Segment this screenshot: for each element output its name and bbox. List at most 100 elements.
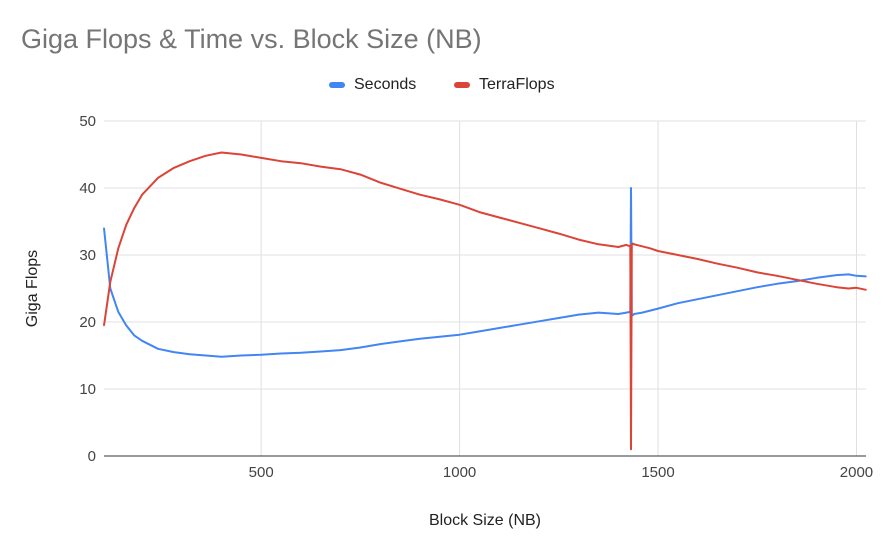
data-point-seconds bbox=[117, 311, 120, 313]
series-line-terraflops bbox=[103, 151, 867, 451]
data-point-seconds bbox=[133, 334, 135, 337]
y-tick-label: 40 bbox=[79, 180, 96, 197]
data-point-terraflops bbox=[133, 207, 135, 209]
data-point-terraflops bbox=[204, 155, 207, 157]
data-point-terraflops bbox=[816, 283, 818, 285]
data-point-terraflops bbox=[776, 275, 778, 277]
data-point-terraflops bbox=[419, 193, 421, 196]
legend-label-seconds: Seconds bbox=[354, 76, 417, 93]
y-tick-label: 10 bbox=[79, 381, 96, 398]
data-point-terraflops bbox=[629, 245, 632, 248]
x-axis-ticks: 500 1000 1500 2000 bbox=[249, 464, 874, 481]
data-point-seconds bbox=[458, 333, 461, 336]
data-point-seconds bbox=[478, 330, 481, 333]
data-point-terraflops bbox=[736, 266, 739, 269]
series-line-seconds bbox=[103, 187, 867, 358]
data-point-seconds bbox=[103, 227, 105, 229]
data-point-terraflops bbox=[641, 245, 643, 248]
data-point-seconds bbox=[173, 351, 175, 353]
data-point-seconds bbox=[498, 327, 501, 329]
data-point-seconds bbox=[835, 274, 838, 276]
data-point-seconds bbox=[260, 354, 263, 356]
data-point-terraflops bbox=[220, 151, 223, 154]
data-point-terraflops bbox=[498, 216, 501, 219]
data-point-terraflops bbox=[649, 247, 651, 250]
data-point-seconds bbox=[359, 346, 362, 349]
data-point-terraflops bbox=[458, 204, 461, 206]
data-point-seconds bbox=[865, 275, 867, 278]
data-point-terraflops bbox=[319, 165, 322, 168]
data-point-terraflops bbox=[657, 250, 659, 252]
data-point-seconds bbox=[847, 273, 850, 276]
data-point-terraflops bbox=[117, 247, 120, 250]
data-point-seconds bbox=[379, 343, 382, 345]
data-point-terraflops bbox=[339, 168, 342, 170]
data-point-seconds bbox=[577, 313, 580, 316]
data-point-seconds bbox=[240, 354, 243, 357]
data-point-seconds bbox=[439, 335, 441, 338]
data-point-terraflops bbox=[439, 198, 441, 201]
data-point-terraflops bbox=[478, 211, 481, 213]
data-point-terraflops bbox=[109, 281, 112, 283]
data-point-seconds bbox=[597, 311, 600, 314]
data-point-terraflops bbox=[300, 162, 302, 164]
data-point-seconds bbox=[157, 348, 159, 350]
data-point-terraflops bbox=[630, 448, 632, 451]
data-point-terraflops bbox=[633, 243, 635, 246]
y-tick-label: 50 bbox=[79, 113, 96, 130]
data-point-seconds bbox=[756, 286, 759, 289]
y-axis-title: Giga Flops bbox=[24, 250, 41, 327]
data-point-seconds bbox=[625, 311, 628, 314]
data-point-terraflops bbox=[696, 258, 699, 260]
legend-swatch-terraflops bbox=[454, 82, 470, 88]
data-point-seconds bbox=[518, 323, 520, 326]
data-point-seconds bbox=[617, 313, 620, 315]
data-point-seconds bbox=[280, 352, 282, 355]
data-point-terraflops bbox=[188, 160, 191, 162]
x-tick-label: 1000 bbox=[443, 464, 476, 481]
data-point-terraflops bbox=[835, 286, 838, 289]
data-point-seconds bbox=[419, 338, 421, 340]
data-point-terraflops bbox=[260, 157, 263, 159]
legend-label-terraflops: TerraFlops bbox=[479, 76, 555, 93]
legend-item-terraflops[interactable]: TerraFlops bbox=[454, 73, 555, 97]
data-point-terraflops bbox=[625, 244, 628, 246]
data-point-terraflops bbox=[359, 173, 362, 176]
data-point-terraflops bbox=[240, 153, 243, 156]
data-point-terraflops bbox=[538, 227, 540, 229]
data-point-seconds bbox=[204, 354, 207, 357]
legend-swatch-seconds bbox=[329, 82, 345, 88]
data-point-terraflops bbox=[677, 254, 679, 256]
data-point-terraflops bbox=[379, 181, 382, 184]
data-point-seconds bbox=[300, 352, 302, 354]
data-point-terraflops bbox=[756, 271, 759, 274]
data-point-seconds bbox=[736, 290, 739, 293]
y-tick-label: 30 bbox=[79, 247, 96, 264]
y-tick-label: 20 bbox=[79, 314, 96, 331]
data-point-terraflops bbox=[173, 167, 175, 169]
data-point-seconds bbox=[776, 283, 778, 285]
data-point-seconds bbox=[220, 356, 223, 358]
data-point-terraflops bbox=[865, 289, 867, 291]
data-point-seconds bbox=[641, 311, 643, 314]
data-point-terraflops bbox=[125, 224, 127, 226]
data-point-terraflops bbox=[577, 238, 580, 241]
data-point-terraflops bbox=[141, 193, 143, 196]
data-point-terraflops bbox=[847, 287, 850, 290]
data-point-terraflops bbox=[631, 244, 633, 246]
data-point-seconds bbox=[319, 350, 322, 353]
data-point-seconds bbox=[339, 349, 342, 351]
data-point-seconds bbox=[633, 313, 635, 315]
legend-item-seconds[interactable]: Seconds bbox=[329, 73, 416, 97]
data-point-seconds bbox=[538, 320, 540, 323]
data-point-seconds bbox=[816, 277, 818, 279]
data-point-terraflops bbox=[716, 262, 719, 265]
data-point-seconds bbox=[125, 324, 127, 327]
x-tick-label: 500 bbox=[249, 464, 274, 481]
data-point-seconds bbox=[855, 275, 858, 277]
x-tick-label: 1500 bbox=[641, 464, 674, 481]
y-tick-label: 0 bbox=[88, 448, 96, 465]
data-point-terraflops bbox=[617, 246, 620, 248]
data-point-seconds bbox=[141, 340, 143, 342]
